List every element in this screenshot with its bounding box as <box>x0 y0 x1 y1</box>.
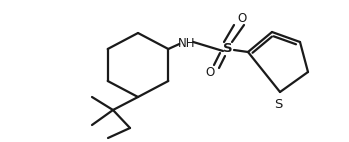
Text: O: O <box>237 12 247 25</box>
Text: NH: NH <box>178 36 195 50</box>
Text: S: S <box>223 41 233 55</box>
Text: O: O <box>205 65 215 79</box>
Text: S: S <box>274 98 282 110</box>
